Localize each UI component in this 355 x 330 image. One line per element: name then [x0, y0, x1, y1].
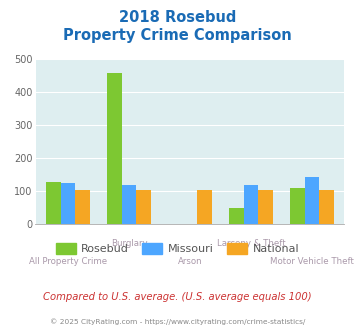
- Text: All Property Crime: All Property Crime: [29, 257, 107, 266]
- Bar: [305, 177, 319, 224]
- Text: Arson: Arson: [178, 257, 202, 266]
- Text: Burglary: Burglary: [111, 239, 147, 248]
- Bar: [46, 182, 61, 224]
- Bar: [197, 190, 212, 224]
- Bar: [244, 185, 258, 224]
- Bar: [319, 190, 334, 224]
- Text: Property Crime Comparison: Property Crime Comparison: [63, 28, 292, 43]
- Text: Larceny & Theft: Larceny & Theft: [217, 239, 285, 248]
- Bar: [107, 73, 122, 224]
- Legend: Rosebud, Missouri, National: Rosebud, Missouri, National: [51, 239, 304, 258]
- Bar: [258, 190, 273, 224]
- Bar: [290, 188, 305, 224]
- Text: 2018 Rosebud: 2018 Rosebud: [119, 10, 236, 25]
- Bar: [229, 208, 244, 224]
- Bar: [61, 183, 75, 224]
- Bar: [136, 190, 151, 224]
- Text: © 2025 CityRating.com - https://www.cityrating.com/crime-statistics/: © 2025 CityRating.com - https://www.city…: [50, 318, 305, 325]
- Text: Motor Vehicle Theft: Motor Vehicle Theft: [270, 257, 354, 266]
- Bar: [75, 190, 90, 224]
- Bar: [122, 185, 136, 224]
- Text: Compared to U.S. average. (U.S. average equals 100): Compared to U.S. average. (U.S. average …: [43, 292, 312, 302]
